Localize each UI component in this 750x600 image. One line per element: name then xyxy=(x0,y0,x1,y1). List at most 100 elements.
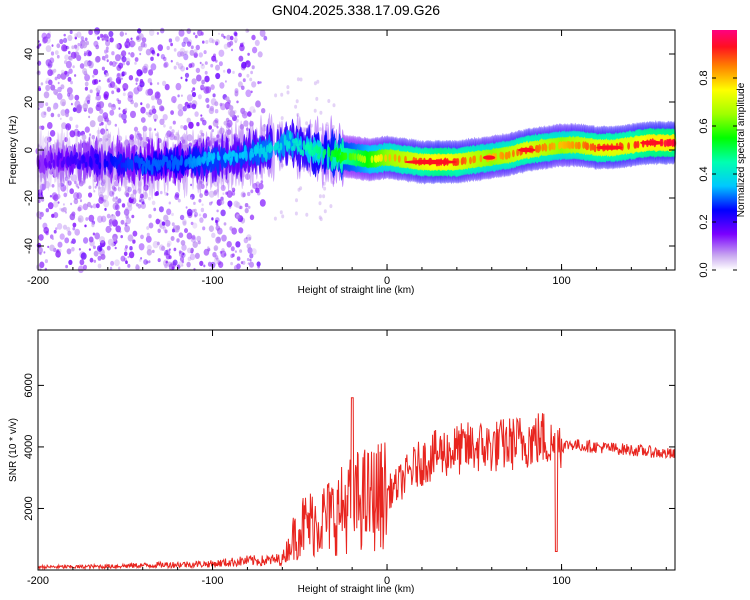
noise-blob xyxy=(182,252,185,256)
noise-blob xyxy=(95,203,100,209)
noise-blob xyxy=(103,94,109,100)
noise-blob xyxy=(218,49,225,57)
noise-blob xyxy=(243,112,246,116)
noise-blob xyxy=(204,61,208,65)
noise-blob xyxy=(49,244,55,252)
noise-blob xyxy=(215,236,221,244)
noise-blob xyxy=(253,109,256,113)
noise-blob xyxy=(194,252,200,259)
y-tick-label: 40 xyxy=(23,48,35,60)
ridge-mark xyxy=(90,158,93,169)
noise-blob xyxy=(57,86,62,93)
ridge-mark xyxy=(582,141,585,149)
noise-blob xyxy=(42,222,48,229)
noise-blob xyxy=(72,65,75,69)
ridge-mark xyxy=(235,152,239,164)
noise-blob xyxy=(200,117,203,122)
noise-blob xyxy=(233,265,239,271)
noise-blob xyxy=(211,55,217,62)
noise-blob xyxy=(52,104,57,110)
noise-blob xyxy=(106,49,109,53)
ridge-mark xyxy=(571,141,575,149)
ridge-mark xyxy=(75,152,79,159)
noise-blob xyxy=(216,125,219,129)
noise-blob xyxy=(93,40,99,48)
noise-blob xyxy=(128,75,134,81)
noise-blob xyxy=(220,199,225,205)
noise-blob xyxy=(175,36,180,42)
noise-blob xyxy=(273,216,277,221)
noise-blob xyxy=(39,125,43,130)
noise-blob xyxy=(203,248,210,256)
noise-blob xyxy=(198,213,202,217)
ridge-mark xyxy=(176,159,180,172)
noise-blob xyxy=(51,184,55,188)
noise-blob xyxy=(158,206,164,213)
noise-blob xyxy=(56,54,60,59)
noise-blob xyxy=(257,265,260,269)
ridge-mark xyxy=(67,155,70,168)
noise-blob xyxy=(162,80,167,87)
noise-blob xyxy=(76,104,83,111)
ridge-mark xyxy=(663,139,667,148)
noise-blob xyxy=(73,192,80,200)
noise-blob xyxy=(323,186,327,191)
noise-blob xyxy=(77,206,82,212)
colorbar-tick-label: 0.0 xyxy=(698,262,710,277)
noise-blob xyxy=(202,40,205,44)
noise-blob xyxy=(94,27,101,35)
noise-blob xyxy=(180,125,184,129)
ridge-mark xyxy=(361,155,364,163)
ridge-mark xyxy=(376,154,380,163)
noise-blob xyxy=(66,46,70,50)
noise-blob xyxy=(85,217,89,221)
ridge-mark xyxy=(256,141,260,154)
noise-blob xyxy=(186,117,191,124)
noise-blob xyxy=(246,243,251,249)
snr-ylabel: SNR (10 * v/v) xyxy=(8,418,19,482)
noise-blob xyxy=(243,120,249,127)
noise-blob xyxy=(238,227,244,234)
snr-panel: -200 -100 0 100 2000 4000 6000 Height of stra… xyxy=(8,329,676,595)
ridge-mark xyxy=(291,132,294,159)
noise-blob xyxy=(221,33,224,38)
noise-blob xyxy=(71,247,75,252)
noise-blob xyxy=(95,96,99,101)
noise-blob xyxy=(192,222,198,229)
noise-blob xyxy=(204,189,208,194)
noise-blob xyxy=(39,211,44,218)
ridge-mark xyxy=(52,159,56,169)
noise-blob xyxy=(116,72,122,79)
noise-blob xyxy=(114,259,120,267)
noise-blob xyxy=(164,191,168,196)
noise-blob xyxy=(61,44,67,52)
noise-blob xyxy=(98,101,105,109)
noise-blob xyxy=(53,68,57,73)
noise-blob xyxy=(238,72,242,78)
noise-blob xyxy=(215,39,220,45)
noise-blob xyxy=(160,106,165,112)
noise-blob xyxy=(93,259,97,263)
noise-blob xyxy=(74,228,80,236)
noise-blob xyxy=(133,102,139,108)
noise-blob xyxy=(197,240,201,245)
noise-blob xyxy=(211,232,216,238)
noise-blob xyxy=(246,73,250,78)
noise-blob xyxy=(148,214,152,219)
noise-blob xyxy=(220,250,227,258)
noise-blob xyxy=(114,123,118,127)
noise-blob xyxy=(124,222,128,227)
noise-blob xyxy=(147,112,152,118)
noise-blob xyxy=(56,73,62,80)
noise-blob xyxy=(68,93,74,101)
noise-blob xyxy=(60,84,65,90)
noise-blob xyxy=(40,195,44,200)
noise-blob xyxy=(257,191,261,196)
noise-blob xyxy=(319,217,323,222)
noise-blob xyxy=(68,259,73,265)
noise-blob xyxy=(186,208,193,217)
noise-blob xyxy=(49,130,56,137)
noise-blob xyxy=(184,228,188,234)
ridge-mark xyxy=(279,142,283,151)
